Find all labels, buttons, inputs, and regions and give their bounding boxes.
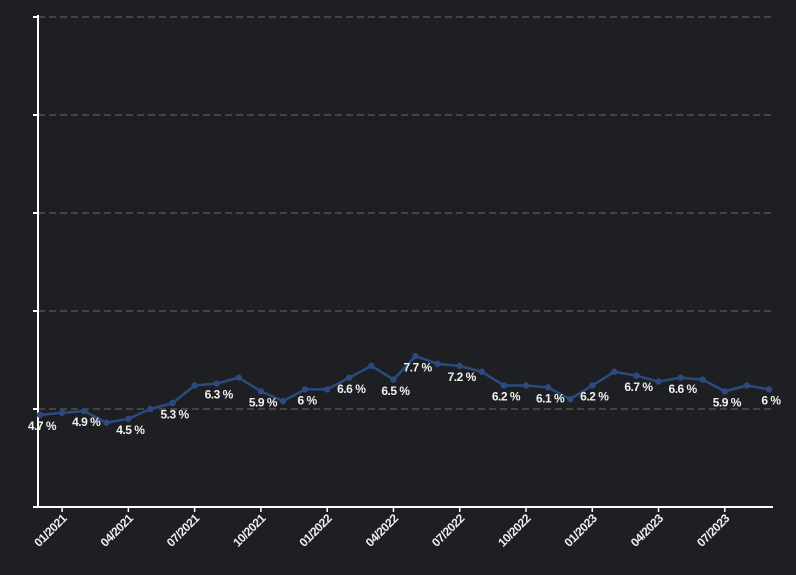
data-point xyxy=(36,411,44,419)
data-label: 6 % xyxy=(297,394,317,408)
data-label: 4.9 % xyxy=(72,415,101,429)
data-point xyxy=(478,368,486,375)
data-point xyxy=(721,388,729,395)
data-line xyxy=(39,354,770,424)
data-point xyxy=(169,399,176,407)
data-label: 4.5 % xyxy=(116,423,145,437)
data-point xyxy=(323,386,331,393)
data-label: 6.6 % xyxy=(337,382,366,396)
data-point xyxy=(235,374,243,381)
data-point xyxy=(279,397,287,405)
data-label: 5.3 % xyxy=(160,407,189,421)
data-point xyxy=(301,386,309,393)
data-point xyxy=(147,405,154,413)
data-label: 5.9 % xyxy=(249,396,278,410)
data-label: 6.5 % xyxy=(381,384,410,398)
data-point xyxy=(743,382,751,389)
data-label: 7.7 % xyxy=(403,360,432,374)
data-point xyxy=(412,352,419,360)
data-point xyxy=(434,360,441,368)
data-point xyxy=(191,382,198,389)
data-point xyxy=(80,407,88,415)
data-point xyxy=(699,376,706,383)
data-point xyxy=(544,384,552,391)
data-point xyxy=(257,388,265,395)
data-label: 7.2 % xyxy=(448,370,477,384)
data-label: 6 % xyxy=(761,394,781,408)
data-point xyxy=(522,382,530,389)
data-point xyxy=(611,368,618,375)
data-label: 4.7 % xyxy=(28,419,57,433)
data-point xyxy=(103,419,110,426)
data-point xyxy=(125,415,132,422)
data-point xyxy=(655,378,662,385)
data-point xyxy=(566,396,574,403)
data-point xyxy=(390,376,397,383)
data-label: 5.9 % xyxy=(713,396,742,410)
data-point xyxy=(765,386,773,393)
data-point xyxy=(633,372,640,379)
data-label: 6.2 % xyxy=(580,390,609,404)
data-label: 6.7 % xyxy=(624,380,653,394)
data-label: 6.1 % xyxy=(536,392,565,406)
data-label: 6.3 % xyxy=(205,388,234,402)
data-label: 6.6 % xyxy=(669,382,698,396)
data-point xyxy=(346,374,353,381)
data-point xyxy=(368,362,375,370)
data-point xyxy=(58,409,66,417)
data-point xyxy=(500,382,508,389)
data-point xyxy=(589,382,596,389)
data-point xyxy=(213,380,220,387)
data-point xyxy=(677,374,684,381)
data-label: 6.2 % xyxy=(492,390,521,404)
data-point xyxy=(456,362,463,370)
